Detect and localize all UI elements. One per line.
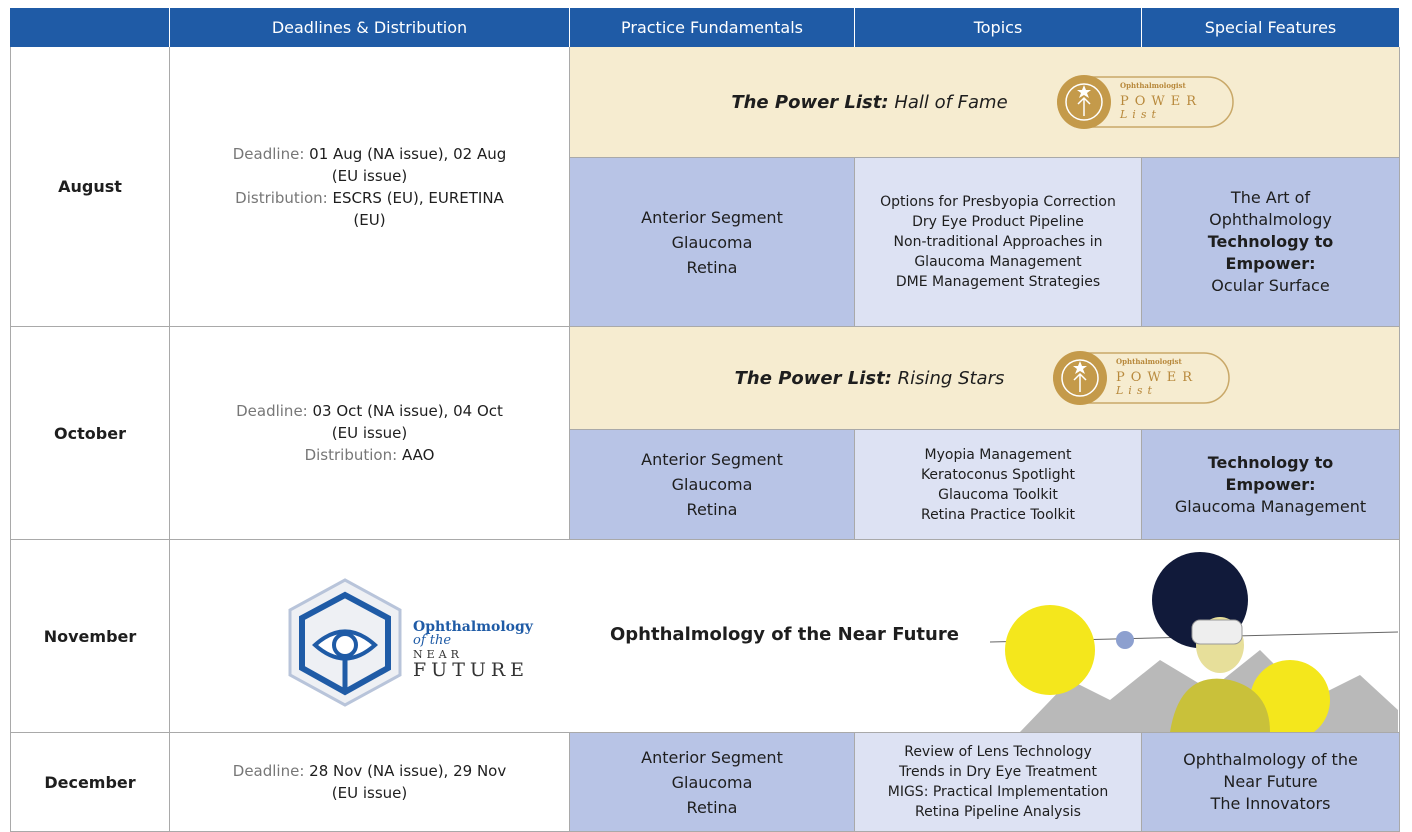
fundamental: Anterior Segment [641, 450, 783, 469]
deadline-label: Deadline: [232, 144, 305, 163]
topic: Retina Practice Toolkit [920, 506, 1076, 523]
header-text: Practice Fundamentals [621, 18, 803, 37]
deadline-line: Deadline: 01 Aug (NA issue), 02 Aug (EU … [230, 143, 509, 187]
topic: Retina Pipeline Analysis [915, 804, 1081, 820]
feature-title: The Power List: Rising Stars [735, 368, 1005, 389]
fundamental: Glaucoma [671, 772, 753, 792]
badge-text: List [1115, 384, 1157, 397]
fundamental: Glaucoma [671, 232, 753, 252]
special-feature: Ophthalmology of the Near Future [1183, 750, 1358, 791]
deadline-line: Deadline: 28 Nov (NA issue), 29 Nov (EU … [230, 760, 509, 804]
feature-lead: The Power List: [734, 367, 892, 389]
feature-lead: The Power List: [731, 91, 889, 113]
topic: DME Management Strategies [895, 274, 1101, 290]
month: December [44, 772, 136, 792]
future-cell: Ophthalmology of the NEAR FUTURE Ophthalmolo… [170, 540, 1400, 733]
month-cell: October [10, 327, 170, 540]
feature-cell: The Power List: Rising Stars Ophthalmolog… [570, 327, 1400, 430]
distribution-value: AAO [401, 446, 435, 464]
logo-text: Ophthalmology [413, 619, 534, 635]
fundamental: Retina [686, 500, 738, 519]
distribution-line: Distribution: AAO [305, 444, 435, 466]
distribution-label: Distribution: [304, 446, 398, 464]
topic: MIGS: Practical Implementation [887, 784, 1109, 800]
special-feature: Technology to Empower: [1207, 232, 1334, 273]
logo-text: NEAR [413, 648, 463, 661]
deadline-value: 01 Aug (NA issue), 02 Aug (EU issue) [309, 144, 507, 185]
deadline-cell: Deadline: 28 Nov (NA issue), 29 Nov (EU … [170, 733, 570, 832]
header-blank [10, 8, 170, 47]
topic: Trends in Dry Eye Treatment [899, 764, 1097, 780]
header-text: Special Features [1204, 18, 1337, 37]
fundamental: Retina [686, 257, 738, 277]
special-cell: The Art of Ophthalmology Technology to Em… [1142, 158, 1400, 327]
topic: Non-traditional Approaches in Glaucoma M… [893, 234, 1103, 270]
deadline-label: Deadline: [232, 762, 305, 780]
month: October [54, 423, 126, 443]
fundamentals-cell: Anterior Segment Glaucoma Retina [570, 733, 855, 832]
special-feature: Technology to Empower: [1207, 452, 1334, 494]
badge-text: Ophthalmologist [1120, 81, 1186, 90]
header-cell: Topics [855, 8, 1142, 47]
topic: Glaucoma Toolkit [938, 486, 1058, 503]
special-cell: Technology to Empower: Glaucoma Managemen… [1142, 430, 1400, 540]
logo-text: of the [413, 633, 451, 648]
deadline-label: Deadline: [236, 402, 308, 420]
topic: Myopia Management [924, 446, 1072, 463]
header-text: Topics [973, 18, 1023, 37]
fundamental: Anterior Segment [641, 207, 783, 227]
feature-name: Rising Stars [897, 367, 1005, 389]
badge-text: POWER [1120, 94, 1202, 109]
topics-cell: Review of Lens Technology Trends in Dry E… [855, 733, 1142, 832]
header-text: Deadlines & Distribution [271, 18, 468, 37]
future-title: Ophthalmology of the Near Future [610, 624, 959, 645]
fundamentals-cell: Anterior Segment Glaucoma Retina [570, 430, 855, 540]
special-feature: The Innovators [1210, 794, 1331, 813]
distribution-value: ESCRS (EU), EURETINA (EU) [332, 188, 504, 229]
distribution-label: Distribution: [235, 188, 328, 207]
fundamental: Glaucoma [671, 475, 753, 494]
feature-cell: The Power List: Hall of Fame Ophthalmolog… [570, 47, 1400, 158]
month-cell: November [10, 540, 170, 733]
month-cell: August [10, 47, 170, 327]
fundamental: Anterior Segment [641, 747, 783, 767]
header-cell: Special Features [1142, 8, 1400, 47]
logo-text: FUTURE [413, 659, 529, 681]
fundamental: Retina [686, 797, 738, 817]
feature-name: Hall of Fame [894, 91, 1008, 113]
deadline-cell: Deadline: 03 Oct (NA issue), 04 Oct (EU … [170, 327, 570, 540]
header-cell: Practice Fundamentals [570, 8, 855, 47]
special-feature: Ocular Surface [1211, 276, 1330, 295]
topic: Options for Presbyopia Correction [880, 194, 1116, 210]
feature-title: The Power List: Hall of Fame [731, 92, 1007, 113]
topics-cell: Myopia Management Keratoconus Spotlight Gl… [855, 430, 1142, 540]
special-feature: The Art of Ophthalmology [1209, 188, 1332, 229]
topic: Keratoconus Spotlight [920, 466, 1076, 483]
topic: Review of Lens Technology [904, 744, 1092, 760]
badge-text: Ophthalmologist [1116, 357, 1182, 366]
deadline-value: 28 Nov (NA issue), 29 Nov (EU issue) [309, 762, 507, 802]
badge-text: POWER [1116, 370, 1198, 385]
deadline-cell: Deadline: 01 Aug (NA issue), 02 Aug (EU … [170, 47, 570, 327]
header-cell: Deadlines & Distribution [170, 8, 570, 47]
special-feature: Glaucoma Management [1174, 496, 1367, 516]
deadline-value: 03 Oct (NA issue), 04 Oct (EU issue) [312, 402, 503, 442]
special-cell: Ophthalmology of the Near Future The Inno… [1142, 733, 1400, 832]
month-cell: December [10, 733, 170, 832]
topics-cell: Options for Presbyopia Correction Dry Eye… [855, 158, 1142, 327]
distribution-line: Distribution: ESCRS (EU), EURETINA (EU) [230, 187, 509, 231]
month: August [58, 177, 122, 196]
topic: Dry Eye Product Pipeline [912, 214, 1084, 230]
deadline-line: Deadline: 03 Oct (NA issue), 04 Oct (EU … [230, 400, 509, 444]
fundamentals-cell: Anterior Segment Glaucoma Retina [570, 158, 855, 327]
month: November [43, 626, 137, 646]
badge-text: List [1119, 108, 1161, 121]
